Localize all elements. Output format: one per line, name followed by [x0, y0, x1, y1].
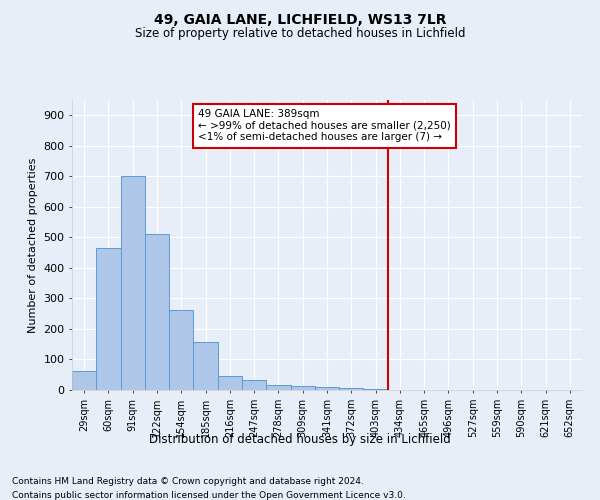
Bar	[315, 387, 339, 390]
Bar	[266, 385, 290, 390]
Text: Distribution of detached houses by size in Lichfield: Distribution of detached houses by size …	[149, 432, 451, 446]
Bar	[145, 234, 169, 390]
Bar	[96, 248, 121, 390]
Text: Size of property relative to detached houses in Lichfield: Size of property relative to detached ho…	[135, 28, 465, 40]
Bar	[169, 310, 193, 390]
Text: Contains public sector information licensed under the Open Government Licence v3: Contains public sector information licen…	[12, 491, 406, 500]
Bar	[218, 376, 242, 390]
Text: Contains HM Land Registry data © Crown copyright and database right 2024.: Contains HM Land Registry data © Crown c…	[12, 478, 364, 486]
Text: 49, GAIA LANE, LICHFIELD, WS13 7LR: 49, GAIA LANE, LICHFIELD, WS13 7LR	[154, 12, 446, 26]
Bar	[72, 371, 96, 390]
Y-axis label: Number of detached properties: Number of detached properties	[28, 158, 38, 332]
Text: 49 GAIA LANE: 389sqm
← >99% of detached houses are smaller (2,250)
<1% of semi-d: 49 GAIA LANE: 389sqm ← >99% of detached …	[198, 109, 451, 142]
Bar	[193, 342, 218, 390]
Bar	[121, 176, 145, 390]
Bar	[242, 380, 266, 390]
Bar	[339, 388, 364, 390]
Bar	[290, 386, 315, 390]
